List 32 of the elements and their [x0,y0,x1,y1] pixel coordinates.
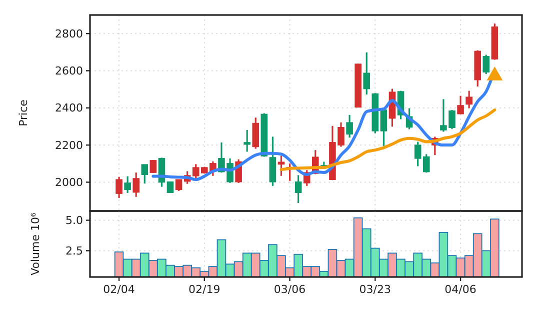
candlestick [278,155,285,177]
candlestick [414,140,422,168]
y-tick-label: 5.0 [66,214,83,228]
candlestick [466,90,472,110]
x-tick-label: 03/06 [274,283,306,296]
candlestick [363,52,370,96]
candlestick [124,175,131,194]
x-tick-label: 03/23 [359,283,392,296]
y-axis-title: Price [17,99,30,126]
y-tick-label: 2.5 [66,244,83,258]
y-tick-label: 2200 [55,138,83,152]
candlestick [346,114,353,138]
y-tick-label: 2400 [55,102,83,115]
candlestick [457,95,464,116]
y-tick-label: 2600 [55,64,83,78]
candlestick [116,176,122,199]
candlestick [244,129,250,153]
candlestick [380,108,388,147]
y-tick-label: 2800 [55,27,83,40]
candlestick [422,153,430,174]
candlestick [150,159,157,174]
x-tick-label: 02/04 [103,283,135,296]
candlestick [132,172,140,198]
candlestick [482,54,490,75]
x-tick-label: 04/06 [444,283,476,296]
y-tick-label: 2000 [55,176,83,190]
candlestick [141,164,148,184]
candlestick [175,178,182,192]
candlestick [294,174,302,204]
x-tick-label: 02/19 [188,283,220,296]
y-axis-title: Volume 10⁶ [29,212,42,276]
candlestick [252,116,260,150]
